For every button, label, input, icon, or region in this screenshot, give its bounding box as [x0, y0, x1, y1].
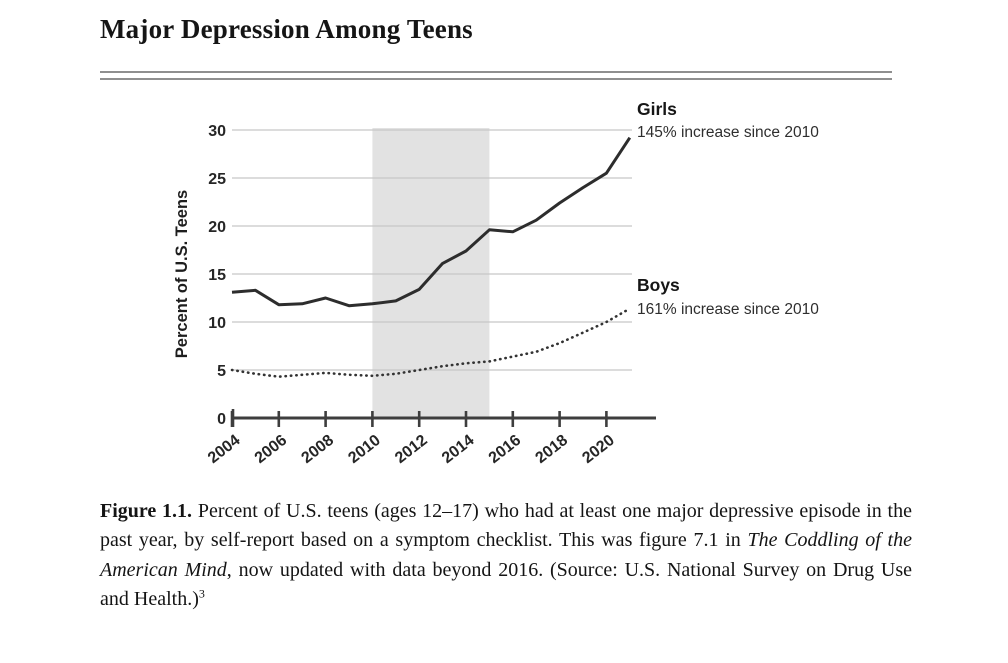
y-tick-label-20: 20: [208, 219, 226, 236]
x-tick-label-2014: 2014: [439, 432, 478, 467]
x-tick-label-2004: 2004: [205, 432, 244, 467]
boys-increase-annotation: 161% increase since 2010: [637, 301, 819, 318]
y-tick-label-25: 25: [208, 171, 226, 188]
figure-caption-text: Percent of U.S. teens (ages 12–17) who h…: [100, 500, 912, 552]
boys-series-label: Boys: [637, 275, 680, 295]
girls-series-label: Girls: [637, 99, 677, 119]
footnote-marker: 3: [198, 586, 205, 601]
y-axis-title: Percent of U.S. Teens: [173, 190, 191, 358]
shaded-region-2010-2015: [372, 128, 490, 418]
x-tick-label-2012: 2012: [392, 432, 431, 467]
y-tick-label-0: 0: [217, 411, 226, 428]
figure-caption-text-end: , now updated with data beyond 2016. (So…: [100, 558, 912, 611]
y-tick-label-15: 15: [208, 267, 226, 284]
x-tick-label-2020: 2020: [579, 432, 618, 467]
depression-line-chart: 0 5 10 15 20 25 30 2004 2006 2008 2010 2012 2014 2016…: [170, 95, 970, 495]
figure-caption-book-title: The Coddling of the American Mind: [100, 529, 912, 581]
x-tick-label-2008: 2008: [299, 432, 338, 467]
x-tick-label-2016: 2016: [486, 432, 525, 467]
x-tick-label-2006: 2006: [252, 432, 291, 467]
chart-canvas: 0 5 10 15 20 25 30 2004 2006 2008 2010 2012 2014 2016…: [173, 123, 656, 467]
x-tick-label-2018: 2018: [533, 432, 572, 467]
figure-caption: Figure 1.1. Percent of U.S. teens (ages …: [100, 497, 912, 615]
y-tick-label-5: 5: [217, 363, 226, 380]
figure-caption-number: Figure 1.1.: [100, 500, 193, 522]
girls-increase-annotation: 145% increase since 2010: [637, 124, 819, 141]
y-tick-label-30: 30: [208, 123, 226, 140]
boys-data-line: [230, 307, 632, 378]
girls-data-line: [231, 136, 632, 308]
y-tick-label-10: 10: [208, 315, 226, 332]
x-tick-label-2010: 2010: [345, 432, 384, 467]
page-title: Major Depression Among Teens: [100, 14, 473, 44]
title-divider-rule: [100, 71, 892, 80]
